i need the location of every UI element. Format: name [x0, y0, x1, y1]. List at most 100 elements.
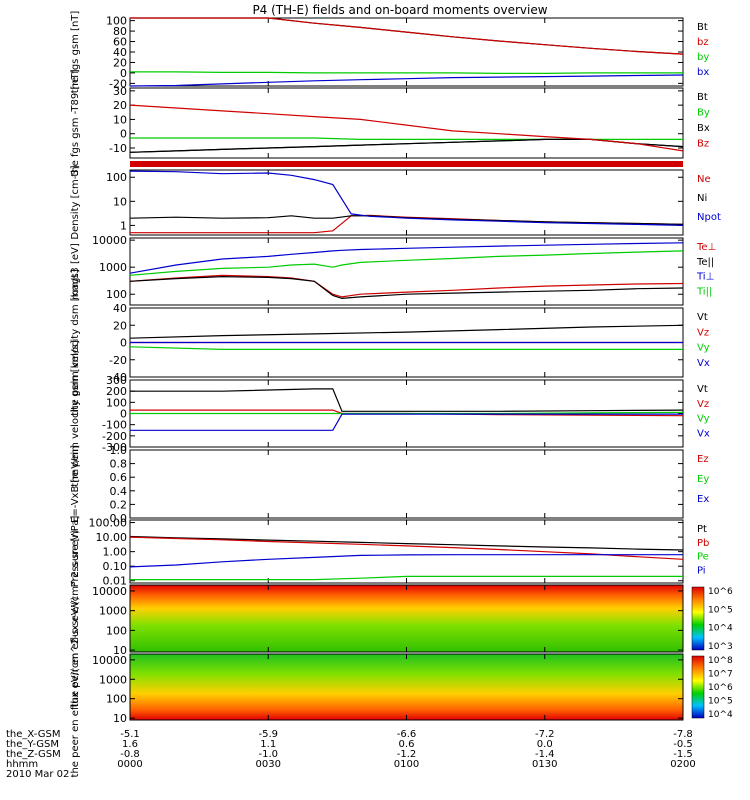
coord-row-label: the_Z-GSM — [6, 749, 61, 760]
panel-frame — [129, 449, 684, 519]
series-line-Vy — [130, 411, 684, 415]
series-line-Pb — [129, 536, 684, 560]
y-tick-label: 1.0 — [110, 444, 128, 457]
legend-entry: Vy — [697, 414, 710, 425]
legend-entry: Ey — [697, 474, 709, 485]
y-tick-label: 10 — [113, 712, 127, 725]
legend-entry: Ti|| — [696, 286, 712, 297]
legend-entry: Te|| — [696, 257, 714, 268]
y-tick-label: -40 — [109, 371, 127, 384]
panel-3: 10000 1000 100 magt3 [eV] Te⊥ Te|| Ti⊥ Ti|| — [70, 234, 716, 306]
legend-entry: Vt — [697, 384, 708, 395]
y-tick-label: 40 — [113, 46, 127, 59]
y-tick-label: 200 — [106, 385, 127, 398]
series-line-bx — [129, 74, 684, 87]
series-line-Vx — [130, 413, 683, 431]
coord-value: -0.5 — [673, 739, 693, 750]
series-line-Npot — [129, 170, 684, 226]
coord-row-label: the_X-GSM — [6, 729, 60, 740]
colorbar-tick-label: 10^5 — [708, 697, 733, 707]
panel-6: 1.00.80.60.40.20.0 E=-VxB [mV/m] Ez Ey Ex — [70, 444, 709, 525]
panel-2: 100 10 1 Density [cm-3] Ne Ni Npot — [70, 165, 721, 239]
colorbar-tick-label: 10^4 — [708, 710, 733, 720]
y-tick-label: 0.2 — [110, 498, 128, 511]
heatmap-8 — [130, 585, 683, 652]
y-axis-label: Density [cm-3] — [70, 165, 81, 239]
y-axis-label: the fgs gsm -T89 [nT] — [70, 69, 81, 176]
series-line-Pe — [130, 575, 683, 581]
y-tick-label: 0 — [120, 67, 127, 80]
y-tick-label: 0.8 — [110, 458, 128, 471]
series-line-Vt — [130, 388, 684, 412]
colorbar-tick-label: 10^6 — [708, 683, 733, 693]
y-tick-label: 100 — [106, 288, 127, 301]
legend-entry: Bt — [697, 22, 708, 33]
legend-entry: Vy — [697, 343, 710, 354]
coord-value: -1.0 — [258, 749, 278, 760]
y-tick-label: 0 — [120, 408, 127, 421]
y-tick-label: 0.4 — [110, 485, 128, 498]
legend-entry: bx — [697, 67, 709, 78]
coord-value: 1.6 — [122, 739, 138, 750]
y-axis-label: magt3 [eV] — [70, 243, 81, 300]
y-tick-label: -300 — [102, 441, 127, 454]
legend-entry: Ez — [697, 454, 709, 465]
coord-value: 0000 — [117, 759, 142, 770]
colorbar-tick-label: 10^6 — [708, 587, 733, 597]
y-tick-label: 80 — [113, 25, 127, 38]
y-axis-label: the peim velocity dsm [km/s] — [70, 269, 81, 416]
legend-entry: Bt — [697, 92, 708, 103]
y-tick-label: 100 — [106, 624, 127, 637]
figure-title: P4 (TH-E) fields and on-board moments ov… — [252, 3, 547, 17]
series-line-Vt — [129, 324, 684, 339]
y-axis-label: Pressure [nPa] — [70, 516, 81, 588]
coord-value: -1.2 — [397, 749, 417, 760]
y-tick-label: 40 — [113, 302, 127, 315]
series-line-Pi — [129, 554, 683, 568]
y-axis-label: E=-VxB [mV/m] — [70, 445, 81, 523]
y-tick-label: 20 — [113, 99, 127, 112]
coord-value: -5.9 — [258, 729, 278, 740]
y-tick-label: 0.0 — [110, 512, 128, 525]
legend-entry: Pt — [697, 524, 707, 535]
coord-value: 0200 — [670, 759, 695, 770]
legend-entry: Pi — [697, 565, 706, 576]
y-tick-label: 300 — [106, 374, 127, 387]
y-tick-label: 0.10 — [103, 560, 128, 573]
coord-value: -7.2 — [535, 729, 555, 740]
legend-entry: By — [697, 108, 710, 119]
colorbar-tick-label: 10^4 — [708, 624, 733, 634]
coord-value: -5.1 — [120, 729, 140, 740]
series-line-Bz — [129, 104, 684, 152]
panel-frame — [129, 169, 684, 236]
series-line-Bt — [129, 138, 684, 153]
y-tick-label: 100 — [106, 15, 127, 28]
panel-8: 10^6 10^5 10^4 10^3 10000 1000 100 10 the peir e… — [70, 530, 733, 708]
legend-entry: Te⊥ — [696, 242, 716, 253]
y-axis-label: the fgs gsm [nT] — [70, 11, 81, 94]
panel-frame — [129, 519, 684, 584]
y-tick-label: -10 — [109, 142, 127, 155]
series-line-Ti|| — [129, 250, 684, 276]
series-line-Ti⊥ — [129, 242, 684, 274]
y-tick-label: 10000 — [92, 585, 127, 598]
y-axis-label: the peim velocity gsm [km/s] — [70, 340, 81, 487]
coord-row-label: hhmm — [6, 759, 38, 770]
y-tick-label: 20 — [113, 319, 127, 332]
colorbar-8 — [691, 586, 705, 651]
coord-value: 0030 — [256, 759, 281, 770]
legend-entry: Ni — [697, 193, 707, 204]
colorbar-tick-label: 10^3 — [708, 642, 733, 652]
y-tick-label: 10000 — [92, 234, 127, 247]
coord-value: -1.5 — [673, 749, 693, 760]
series-line-by — [130, 71, 683, 75]
legend-entry: Vt — [697, 312, 708, 323]
y-tick-label: 10 — [113, 195, 127, 208]
y-tick-label: 1000 — [99, 605, 127, 618]
y-tick-label: 0.01 — [103, 575, 128, 588]
y-tick-label: 10000 — [92, 654, 127, 667]
